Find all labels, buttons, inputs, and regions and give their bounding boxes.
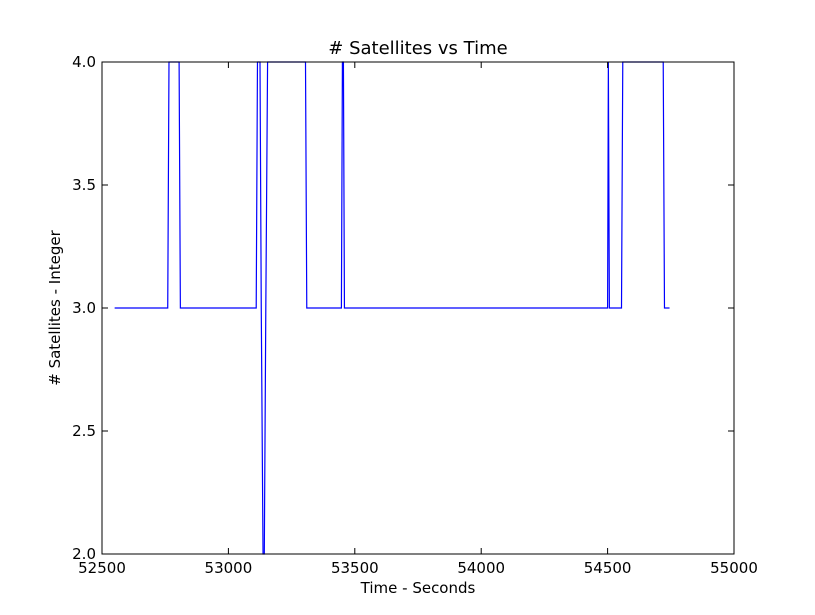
y-axis: 2.0 2.5 3.0 3.5 4.0 (72, 53, 734, 563)
y-tick-label: 2.0 (72, 545, 96, 563)
x-tick-label: 53500 (331, 559, 379, 577)
chart-title: # Satellites vs Time (328, 38, 507, 59)
x-tick-label: 53000 (205, 559, 253, 577)
series-line-0 (114, 61, 670, 555)
x-tick-label: 55000 (710, 559, 758, 577)
y-tick-label: 3.5 (72, 176, 96, 194)
plot-area (114, 61, 670, 555)
x-tick-label: 52500 (78, 559, 126, 577)
x-axis-label: Time - Seconds (360, 579, 476, 597)
y-tick-label: 4.0 (72, 53, 96, 71)
x-tick-label: 54000 (457, 559, 505, 577)
y-tick-label: 3.0 (72, 299, 96, 317)
x-axis: 52500 53000 53500 54000 54500 55000 (78, 62, 758, 577)
y-axis-label: # Satellites - Integer (46, 229, 64, 385)
x-tick-label: 54500 (584, 559, 632, 577)
y-tick-label: 2.5 (72, 422, 96, 440)
